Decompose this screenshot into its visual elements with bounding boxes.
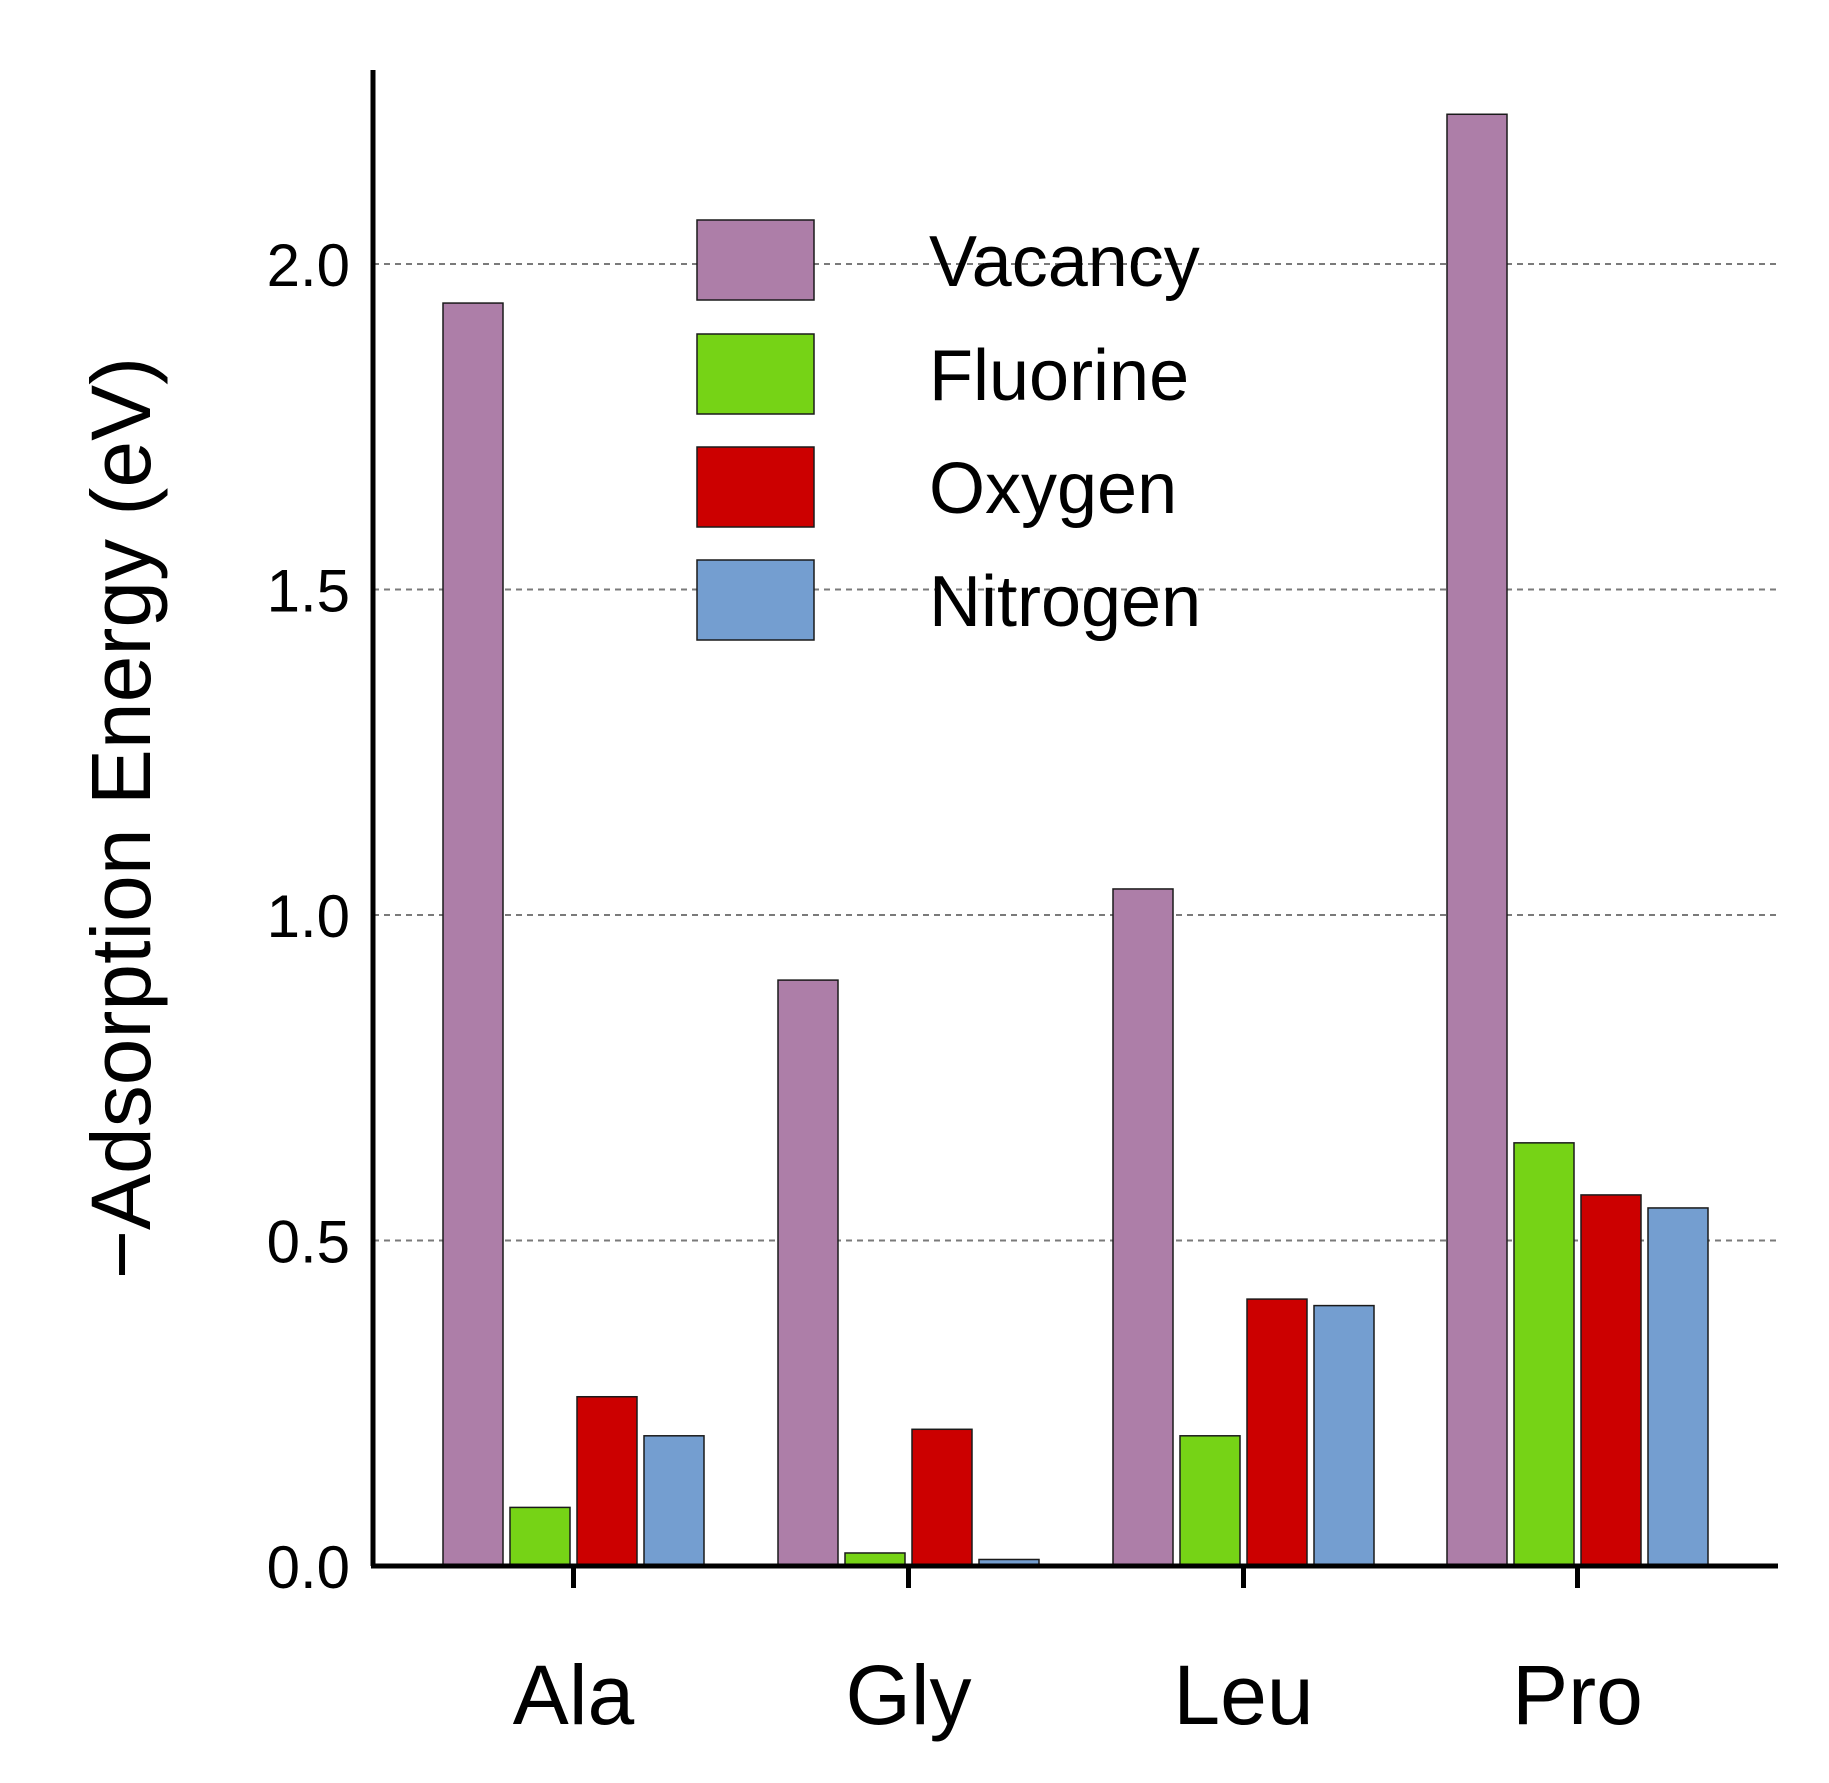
y-tick-label: 2.0	[267, 232, 350, 299]
x-tick-label: Pro	[1512, 1648, 1643, 1742]
y-tick-label: 1.0	[267, 883, 350, 950]
x-tick-labels: Ala Gly Leu Pro	[513, 1566, 1643, 1742]
legend-label-nitrogen: Nitrogen	[929, 562, 1201, 642]
y-axis-label: −Adsorption Energy (eV)	[74, 357, 168, 1279]
bar-oxygen-pro	[1580, 1194, 1642, 1567]
x-tick-label: Ala	[513, 1648, 635, 1742]
x-tick-label: Leu	[1173, 1648, 1313, 1742]
bar-nitrogen-pro	[1647, 1207, 1709, 1567]
bar-nitrogen-ala	[643, 1435, 705, 1567]
legend: Vacancy Fluorine Oxygen Nitrogen	[696, 219, 1201, 642]
bar-fluorine-ala	[509, 1506, 571, 1567]
bar-vacancy-ala	[442, 302, 504, 1567]
y-tick-label: 0.5	[267, 1209, 350, 1276]
legend-label-oxygen: Oxygen	[929, 449, 1177, 529]
bar-vacancy-pro	[1446, 113, 1508, 1567]
bar-oxygen-gly	[911, 1428, 973, 1567]
bar-vacancy-gly	[777, 979, 839, 1567]
y-tick-label: 0.0	[267, 1534, 350, 1601]
legend-swatch-fluorine	[696, 333, 815, 415]
legend-swatch-vacancy	[696, 219, 815, 301]
bar-vacancy-leu	[1112, 888, 1174, 1567]
legend-label-fluorine: Fluorine	[929, 336, 1189, 416]
bar-fluorine-leu	[1179, 1435, 1241, 1567]
legend-label-vacancy: Vacancy	[929, 222, 1200, 302]
bar-nitrogen-leu	[1313, 1304, 1375, 1567]
legend-swatch-oxygen	[696, 446, 815, 528]
x-tick-label: Gly	[846, 1648, 972, 1742]
bars	[442, 113, 1709, 1567]
y-tick-label: 1.5	[267, 558, 350, 625]
bar-oxygen-ala	[576, 1395, 638, 1567]
bar-fluorine-pro	[1513, 1142, 1575, 1567]
bar-oxygen-leu	[1246, 1298, 1308, 1567]
axes	[370, 70, 1778, 1569]
legend-swatch-nitrogen	[696, 559, 815, 641]
y-tick-labels: 0.0 0.5 1.0 1.5 2.0	[267, 232, 350, 1601]
